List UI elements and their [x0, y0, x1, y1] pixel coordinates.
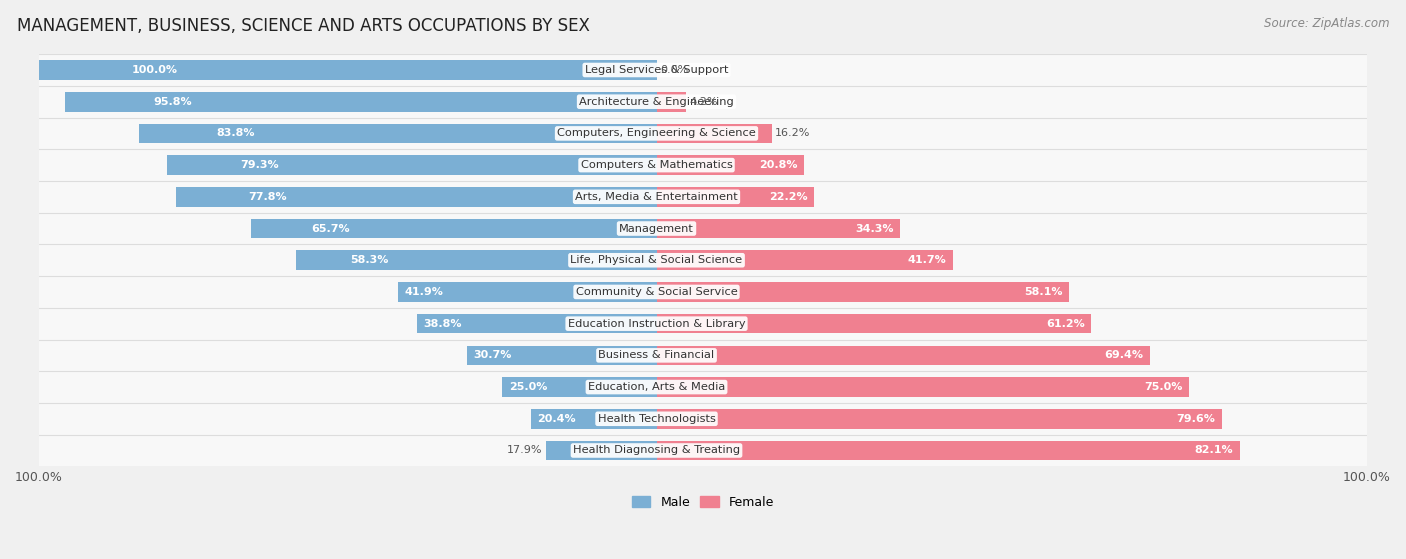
Bar	[139, 124, 657, 143]
Text: 34.3%: 34.3%	[855, 224, 894, 234]
Bar	[530, 409, 657, 429]
Text: Education Instruction & Library: Education Instruction & Library	[568, 319, 745, 329]
Bar	[418, 314, 657, 334]
Text: 41.9%: 41.9%	[405, 287, 443, 297]
Bar	[39, 308, 1367, 339]
Bar	[657, 409, 1222, 429]
Text: Management: Management	[619, 224, 695, 234]
Bar	[657, 314, 1091, 334]
Text: Architecture & Engineering: Architecture & Engineering	[579, 97, 734, 107]
Text: 0.0%: 0.0%	[659, 65, 688, 75]
Bar	[39, 212, 1367, 244]
Text: 58.1%: 58.1%	[1024, 287, 1063, 297]
Bar	[39, 403, 1367, 435]
Bar	[167, 155, 657, 175]
Text: 75.0%: 75.0%	[1144, 382, 1182, 392]
Bar	[398, 282, 657, 302]
Text: 4.2%: 4.2%	[690, 97, 718, 107]
Bar	[467, 345, 657, 365]
Legend: Male, Female: Male, Female	[627, 491, 779, 514]
Bar	[176, 187, 657, 207]
Bar	[39, 244, 1367, 276]
Text: 58.3%: 58.3%	[350, 255, 389, 265]
Bar	[657, 377, 1189, 397]
Text: Arts, Media & Entertainment: Arts, Media & Entertainment	[575, 192, 738, 202]
Bar	[39, 371, 1367, 403]
Text: 69.4%: 69.4%	[1104, 350, 1143, 361]
Text: Computers & Mathematics: Computers & Mathematics	[581, 160, 733, 170]
Bar	[39, 149, 1367, 181]
Text: 17.9%: 17.9%	[508, 446, 543, 456]
Text: 77.8%: 77.8%	[247, 192, 287, 202]
Text: Legal Services & Support: Legal Services & Support	[585, 65, 728, 75]
Bar	[297, 250, 657, 270]
Text: 30.7%: 30.7%	[474, 350, 512, 361]
Text: 61.2%: 61.2%	[1046, 319, 1085, 329]
Bar	[250, 219, 657, 238]
Text: Computers, Engineering & Science: Computers, Engineering & Science	[557, 129, 756, 139]
Bar	[657, 250, 953, 270]
Text: 38.8%: 38.8%	[423, 319, 463, 329]
Text: Health Diagnosing & Treating: Health Diagnosing & Treating	[574, 446, 740, 456]
Bar	[657, 155, 804, 175]
Bar	[502, 377, 657, 397]
Text: Business & Financial: Business & Financial	[599, 350, 714, 361]
Text: 20.8%: 20.8%	[759, 160, 797, 170]
Bar	[657, 124, 772, 143]
Text: 25.0%: 25.0%	[509, 382, 547, 392]
Bar	[546, 440, 657, 460]
Text: Life, Physical & Social Science: Life, Physical & Social Science	[571, 255, 742, 265]
Text: 65.7%: 65.7%	[312, 224, 350, 234]
Text: 16.2%: 16.2%	[775, 129, 810, 139]
Text: 79.6%: 79.6%	[1177, 414, 1215, 424]
Text: Education, Arts & Media: Education, Arts & Media	[588, 382, 725, 392]
Text: 20.4%: 20.4%	[537, 414, 576, 424]
Bar	[39, 276, 1367, 308]
Bar	[657, 219, 900, 238]
Text: MANAGEMENT, BUSINESS, SCIENCE AND ARTS OCCUPATIONS BY SEX: MANAGEMENT, BUSINESS, SCIENCE AND ARTS O…	[17, 17, 589, 35]
Bar	[39, 117, 1367, 149]
Text: 100.0%: 100.0%	[132, 65, 177, 75]
Text: 83.8%: 83.8%	[217, 129, 254, 139]
Text: 95.8%: 95.8%	[153, 97, 193, 107]
Bar	[657, 92, 686, 112]
Bar	[657, 282, 1070, 302]
Text: 82.1%: 82.1%	[1195, 446, 1233, 456]
Bar	[39, 181, 1367, 212]
Bar	[657, 440, 1240, 460]
Bar	[657, 345, 1150, 365]
Bar	[39, 54, 1367, 86]
Text: Community & Social Service: Community & Social Service	[575, 287, 737, 297]
Text: 22.2%: 22.2%	[769, 192, 807, 202]
Text: Health Technologists: Health Technologists	[598, 414, 716, 424]
Bar	[39, 435, 1367, 466]
Text: Source: ZipAtlas.com: Source: ZipAtlas.com	[1264, 17, 1389, 30]
Bar	[65, 92, 657, 112]
Bar	[39, 60, 657, 80]
Text: 79.3%: 79.3%	[240, 160, 278, 170]
Bar	[39, 86, 1367, 117]
Bar	[39, 339, 1367, 371]
Text: 41.7%: 41.7%	[907, 255, 946, 265]
Bar	[657, 187, 814, 207]
